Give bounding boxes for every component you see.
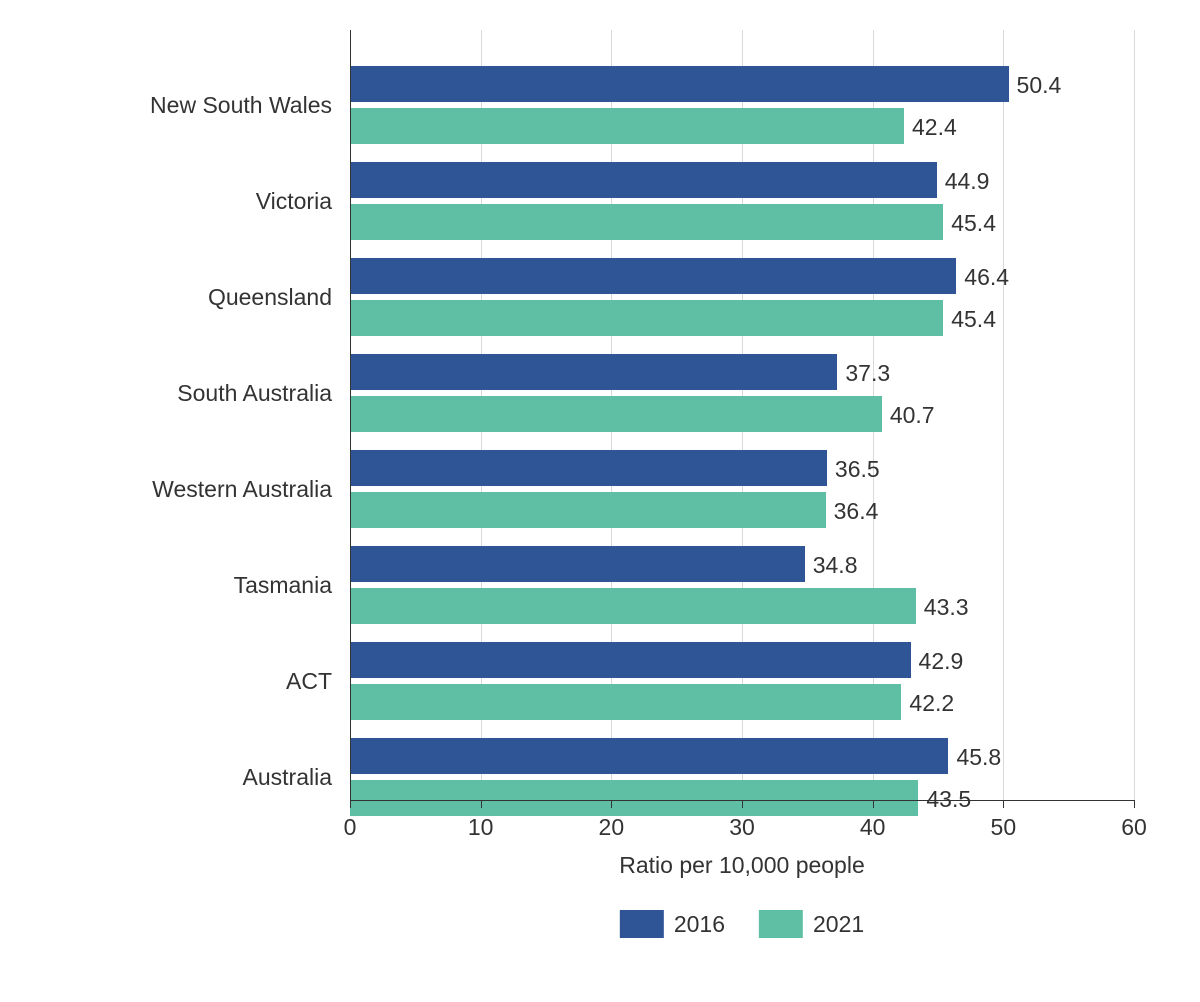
category-label: Western Australia [152, 476, 332, 503]
bar [350, 492, 826, 528]
bar [350, 204, 943, 240]
data-label: 36.4 [834, 498, 879, 525]
category-label: Australia [243, 764, 332, 791]
bar [350, 546, 805, 582]
category-label: Queensland [208, 284, 332, 311]
legend-swatch [620, 910, 664, 938]
data-label: 40.7 [890, 402, 935, 429]
data-label: 42.2 [909, 690, 954, 717]
data-label: 34.8 [813, 552, 858, 579]
grid-line [1003, 30, 1004, 800]
bar-chart: New South Wales 50.4 42.4 Victoria 44.9 45.4 Q… [0, 0, 1200, 1002]
bar [350, 684, 901, 720]
bar [350, 354, 837, 390]
bar [350, 588, 916, 624]
category-label: ACT [286, 668, 332, 695]
data-label: 37.3 [845, 360, 890, 387]
category-label: Victoria [256, 188, 332, 215]
bar [350, 162, 937, 198]
bar [350, 258, 956, 294]
bar [350, 66, 1009, 102]
category-label: New South Wales [150, 92, 332, 119]
bar [350, 642, 911, 678]
bar [350, 780, 918, 816]
data-label: 50.4 [1017, 72, 1062, 99]
tick-mark [1003, 800, 1004, 808]
bar [350, 738, 948, 774]
tick-mark [350, 800, 351, 808]
legend-label: 2021 [813, 911, 864, 938]
data-label: 42.9 [919, 648, 964, 675]
tick-mark [873, 800, 874, 808]
x-axis-title: Ratio per 10,000 people [619, 852, 865, 879]
tick-label: 60 [1121, 814, 1147, 841]
data-label: 44.9 [945, 168, 990, 195]
tick-mark [1134, 800, 1135, 808]
category-label: Tasmania [234, 572, 332, 599]
data-label: 36.5 [835, 456, 880, 483]
category-label: South Australia [177, 380, 332, 407]
tick-mark [742, 800, 743, 808]
tick-mark [481, 800, 482, 808]
grid-line [1134, 30, 1135, 800]
tick-mark [611, 800, 612, 808]
bar [350, 450, 827, 486]
data-label: 45.4 [951, 306, 996, 333]
data-label: 46.4 [964, 264, 1009, 291]
legend-label: 2016 [674, 911, 725, 938]
legend-item: 2021 [759, 910, 864, 938]
data-label: 45.8 [956, 744, 1001, 771]
tick-label: 40 [860, 814, 886, 841]
legend: 2016 2021 [620, 910, 864, 938]
bar [350, 396, 882, 432]
y-axis-line [350, 30, 351, 800]
tick-label: 50 [991, 814, 1017, 841]
bar [350, 108, 904, 144]
data-label: 45.4 [951, 210, 996, 237]
legend-item: 2016 [620, 910, 725, 938]
tick-label: 10 [468, 814, 494, 841]
data-label: 43.5 [926, 786, 971, 813]
data-label: 42.4 [912, 114, 957, 141]
tick-label: 20 [599, 814, 625, 841]
tick-label: 0 [344, 814, 357, 841]
data-label: 43.3 [924, 594, 969, 621]
tick-label: 30 [729, 814, 755, 841]
legend-swatch [759, 910, 803, 938]
bar [350, 300, 943, 336]
